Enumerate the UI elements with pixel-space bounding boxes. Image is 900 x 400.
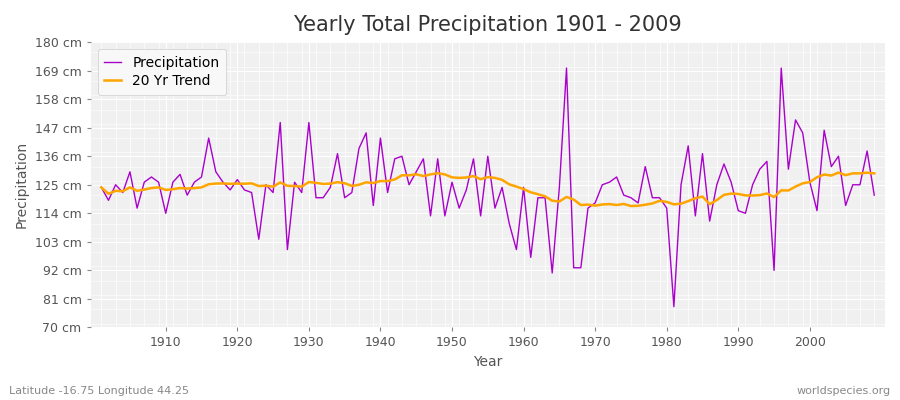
Precipitation — [561, 66, 572, 70]
20 Yr Trend — [604, 202, 615, 206]
Legend: Precipitation, 20 Yr Trend: Precipitation, 20 Yr Trend — [97, 49, 226, 95]
Title: Yearly Total Precipitation 1901 - 2009: Yearly Total Precipitation 1901 - 2009 — [293, 15, 682, 35]
X-axis label: Year: Year — [473, 355, 502, 369]
Precipitation — [518, 185, 529, 190]
Precipitation — [153, 180, 164, 184]
20 Yr Trend — [518, 187, 529, 192]
Precipitation — [611, 174, 622, 179]
20 Yr Trend — [833, 170, 844, 175]
20 Yr Trend — [310, 180, 321, 185]
Precipitation — [354, 146, 364, 151]
Precipitation — [868, 193, 879, 198]
20 Yr Trend — [96, 185, 107, 190]
Line: Precipitation: Precipitation — [102, 68, 874, 307]
Y-axis label: Precipitation: Precipitation — [15, 141, 29, 228]
Precipitation — [96, 185, 107, 190]
Text: worldspecies.org: worldspecies.org — [796, 386, 891, 396]
20 Yr Trend — [626, 204, 636, 208]
20 Yr Trend — [153, 185, 164, 190]
Text: Latitude -16.75 Longitude 44.25: Latitude -16.75 Longitude 44.25 — [9, 386, 189, 396]
20 Yr Trend — [354, 182, 364, 187]
Precipitation — [669, 304, 680, 309]
20 Yr Trend — [511, 184, 522, 189]
Precipitation — [310, 195, 321, 200]
20 Yr Trend — [868, 171, 879, 176]
Precipitation — [511, 247, 522, 252]
Line: 20 Yr Trend: 20 Yr Trend — [102, 172, 874, 206]
